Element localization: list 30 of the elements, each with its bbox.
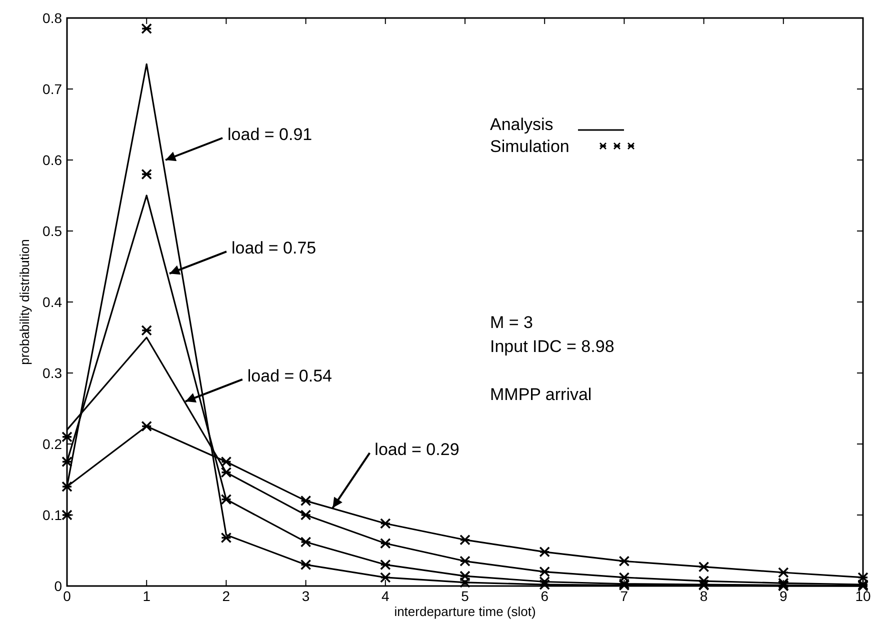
x-tick-label: 4 [382,588,390,604]
legend-label: Analysis [490,115,554,134]
y-axis-title: probability distribution [17,239,32,365]
y-tick-label: 0.6 [42,152,62,168]
x-tick-label: 10 [855,588,871,604]
annotation: MMPP arrival [490,385,592,404]
annotation: load = 0.91 [228,124,312,144]
x-tick-label: 2 [222,588,230,604]
y-tick-label: 0.5 [42,222,62,239]
x-tick-label: 7 [620,588,628,604]
x-axis-title: interdeparture time (slot) [394,604,536,619]
y-tick-label: 0.7 [42,80,62,97]
x-tick-label: 1 [142,588,151,604]
x-tick-label: 6 [540,588,549,604]
y-tick-label: 0.4 [42,294,62,310]
annotation: load = 0.54 [247,366,332,386]
x-tick-label: 9 [780,588,788,604]
annotation: load = 0.29 [374,440,460,459]
x-tick-label: 8 [700,588,708,604]
y-tick-label: 0.3 [42,364,62,381]
x-tick-label: 5 [461,588,470,604]
y-tick-label: 0.2 [42,436,62,452]
y-tick-label: 0 [54,578,62,594]
annotation: M = 3 [490,313,533,332]
y-tick-label: 0.1 [42,506,62,523]
annotation: Input IDC = 8.98 [490,337,614,356]
y-tick-label: 0.8 [42,10,62,26]
annotation: load = 0.75 [232,238,316,258]
x-tick-label: 3 [302,588,310,604]
legend-label: Simulation [490,137,570,156]
